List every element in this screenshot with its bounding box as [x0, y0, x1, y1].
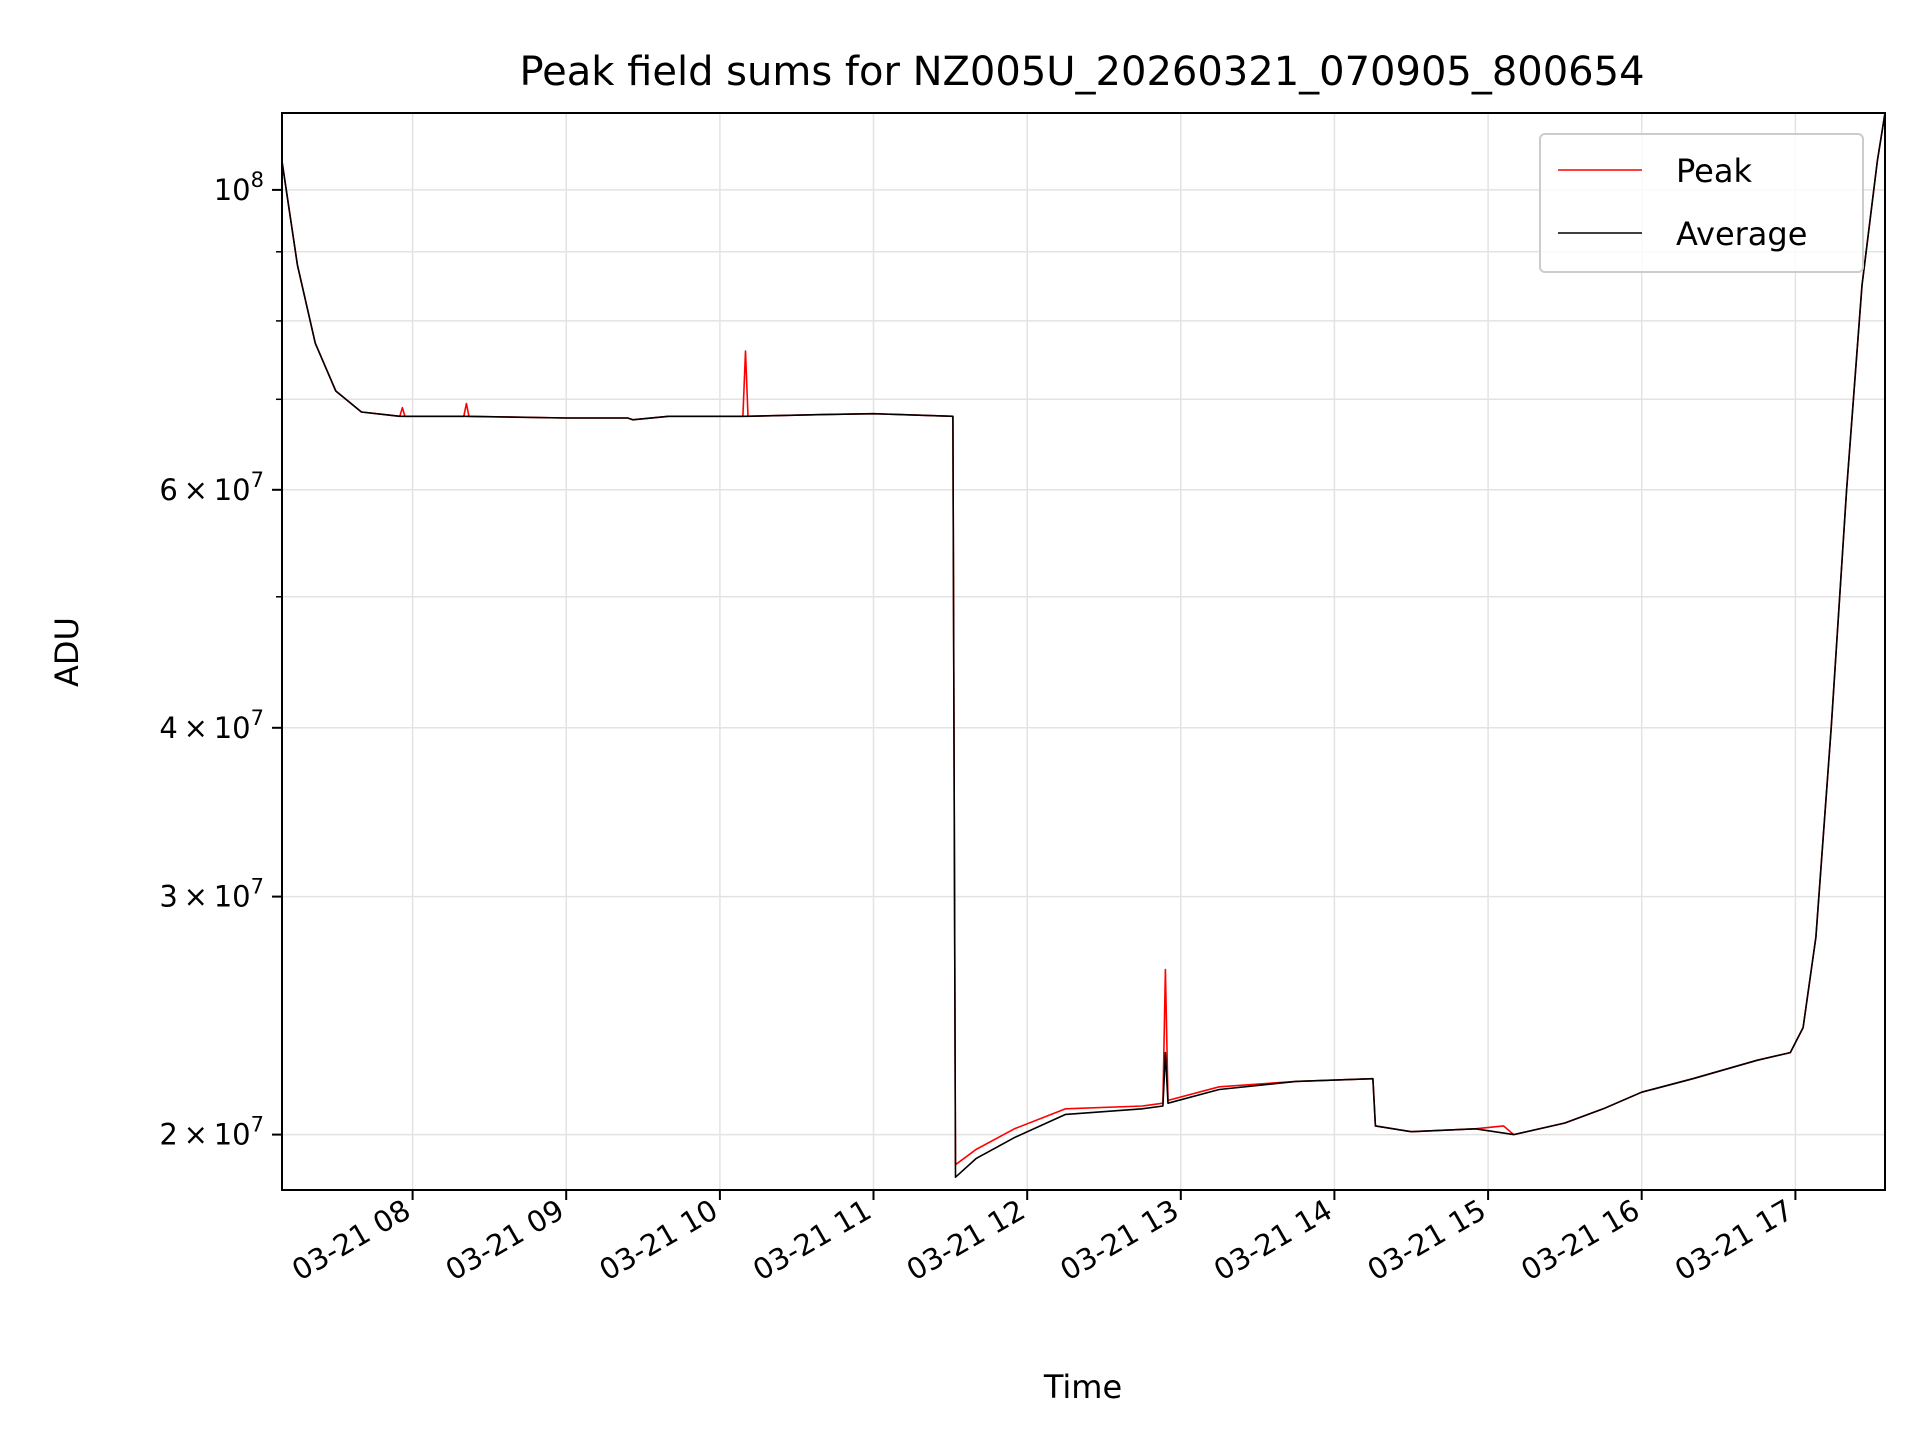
- legend-average-label: Average: [1676, 215, 1807, 253]
- y-tick-label: 6 × 107: [159, 468, 264, 507]
- series-line-average: [281, 112, 1886, 1178]
- y-tick-label: 4 × 107: [159, 706, 264, 745]
- y-tick-label: 2 × 107: [159, 1113, 264, 1152]
- legend-box: [1539, 133, 1864, 273]
- legend-peak-label: Peak: [1676, 152, 1752, 190]
- legend: Peak Average: [1539, 133, 1864, 273]
- y-tick-label: 108: [214, 168, 264, 207]
- series-layer: [281, 112, 1886, 1178]
- plot-frame: [281, 112, 1886, 1191]
- y-tick-label: 3 × 107: [159, 875, 264, 914]
- chart-title: Peak field sums for NZ005U_20260321_0709…: [519, 49, 1644, 95]
- y-axis-title: ADU: [48, 617, 86, 687]
- x-axis-title: Time: [1043, 1368, 1122, 1406]
